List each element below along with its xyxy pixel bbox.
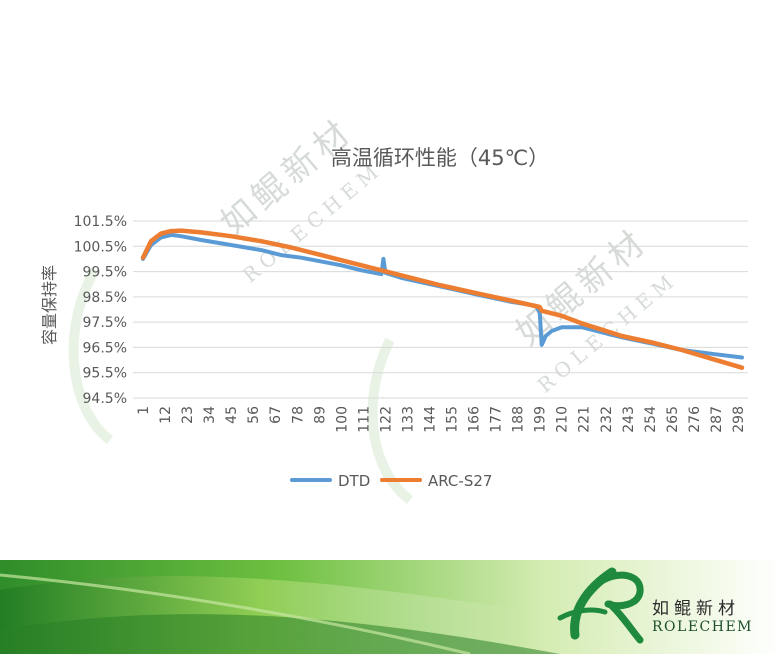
brand-name-cn: 如鲲新材 [652, 599, 740, 619]
x-tick-label: 34 [202, 406, 218, 424]
x-tick-label: 166 [467, 406, 483, 433]
x-tick-label: 232 [599, 406, 615, 433]
y-tick-label: 98.5% [83, 290, 127, 306]
x-tick-label: 100 [334, 406, 350, 433]
x-tick-label: 111 [356, 406, 372, 433]
x-tick-label: 221 [577, 406, 593, 433]
x-tick-label: 23 [180, 406, 196, 424]
x-tick-label: 199 [533, 406, 549, 433]
x-axis-ticks: 1 12 23 34 45 56 67 78 89 100 111 122 133 144 155 166 17… [136, 406, 747, 433]
x-tick-label: 276 [687, 406, 703, 433]
legend-label-dtd: DTD [338, 472, 370, 490]
x-tick-label: 254 [643, 406, 659, 433]
legend: DTD ARC-S27 [290, 472, 492, 490]
y-tick-label: 97.5% [83, 315, 127, 331]
x-tick-label: 56 [246, 406, 262, 424]
series-line-dtd [141, 232, 744, 360]
y-tick-label: 95.5% [83, 366, 127, 382]
brand-name-en: ROLECHEM [652, 619, 754, 635]
gridlines [133, 220, 748, 399]
x-tick-label: 287 [709, 406, 725, 433]
y-tick-label: 94.5% [83, 391, 127, 407]
x-tick-label: 265 [665, 406, 681, 433]
x-tick-label: 210 [555, 406, 571, 433]
x-tick-label: 89 [312, 406, 328, 424]
y-axis-label: 容量保持率 [40, 265, 59, 345]
x-tick-label: 155 [445, 406, 461, 433]
x-tick-label: 12 [158, 406, 174, 424]
x-tick-label: 1 [136, 406, 152, 415]
x-tick-label: 78 [290, 406, 306, 424]
x-tick-label: 243 [621, 406, 637, 433]
x-tick-label: 177 [489, 406, 505, 433]
series-layer [140, 228, 745, 370]
x-tick-label: 298 [731, 406, 747, 433]
x-tick-label: 144 [422, 406, 438, 433]
y-axis-ticks: 101.5% 100.5% 99.5% 98.5% 97.5% 96.5% 95.5% 94.… [74, 214, 127, 407]
x-tick-label: 67 [268, 406, 284, 424]
x-tick-label: 188 [511, 406, 527, 433]
y-tick-label: 99.5% [83, 265, 127, 281]
x-tick-label: 133 [400, 406, 416, 433]
watermark-logo [68, 267, 414, 504]
chart-title: 高温循环性能（45℃） [331, 146, 549, 170]
brand-logo-icon [557, 567, 644, 644]
series-line-arc-s27 [140, 228, 745, 370]
y-tick-label: 96.5% [83, 340, 127, 356]
x-tick-label: 122 [378, 406, 394, 433]
legend-label-arc: ARC-S27 [428, 472, 492, 490]
y-tick-label: 100.5% [74, 239, 127, 255]
x-tick-label: 45 [224, 406, 240, 424]
y-tick-label: 101.5% [74, 214, 127, 230]
footer-band [0, 560, 781, 654]
